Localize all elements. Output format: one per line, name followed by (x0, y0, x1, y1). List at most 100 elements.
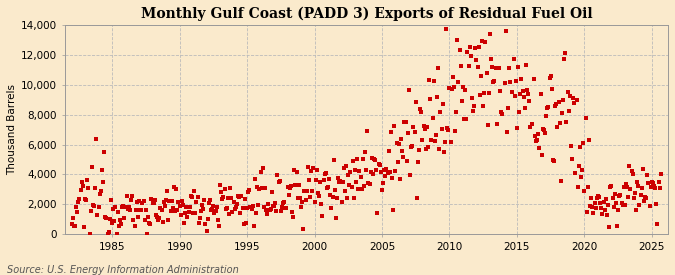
Point (272, 172, 283, 177)
Point (369, 156, 379, 161)
Point (137, 201, 148, 205)
Point (395, 177, 406, 182)
Point (649, 184, 659, 189)
Point (499, 81, 510, 85)
Point (279, 200, 290, 204)
Point (362, 129, 373, 133)
Point (578, 141, 589, 145)
Point (147, 200, 158, 205)
Point (475, 93, 485, 98)
Point (191, 200, 202, 205)
Point (495, 110, 506, 114)
Point (373, 162, 384, 166)
Point (171, 187, 182, 191)
Point (464, 45, 475, 50)
Point (149, 197, 160, 202)
Point (240, 197, 250, 201)
Point (368, 172, 379, 176)
Point (566, 144, 576, 148)
Point (233, 194, 244, 198)
Point (572, 184, 583, 189)
Point (178, 203, 188, 208)
Point (220, 207, 231, 211)
Point (556, 179, 566, 183)
Point (539, 131, 550, 135)
Point (593, 194, 604, 199)
Point (533, 132, 543, 136)
Point (90, 186, 101, 190)
Point (439, 150, 450, 154)
Point (282, 185, 293, 189)
Point (421, 147, 431, 151)
Point (519, 105, 530, 110)
Point (637, 167, 648, 171)
Point (78, 225, 89, 230)
Point (355, 175, 366, 180)
Point (184, 205, 195, 210)
Point (485, 57, 496, 62)
Point (68, 216, 78, 221)
Point (568, 96, 578, 101)
Text: Source: U.S. Energy Information Administration: Source: U.S. Energy Information Administ… (7, 265, 238, 275)
Point (262, 212, 273, 217)
Point (190, 210, 200, 215)
Point (422, 125, 433, 130)
Point (415, 107, 426, 111)
Point (392, 160, 403, 164)
Point (394, 142, 404, 146)
Point (145, 222, 156, 226)
Point (459, 117, 470, 121)
Point (473, 45, 484, 50)
Point (120, 204, 131, 209)
Point (433, 66, 443, 71)
Point (159, 203, 170, 208)
Point (399, 120, 410, 124)
Point (382, 171, 393, 175)
Point (219, 186, 230, 191)
Point (300, 198, 311, 203)
Point (346, 185, 357, 189)
Point (275, 209, 286, 213)
Point (444, 86, 455, 90)
Point (614, 193, 624, 198)
Point (181, 205, 192, 210)
Point (389, 124, 400, 129)
Point (653, 180, 664, 184)
Point (325, 193, 335, 197)
Point (641, 196, 651, 200)
Point (585, 204, 595, 209)
Point (326, 205, 337, 210)
Point (610, 201, 621, 205)
Point (130, 208, 141, 212)
Point (590, 206, 601, 211)
Point (579, 189, 590, 193)
Point (273, 180, 284, 184)
Point (387, 175, 398, 180)
Point (463, 64, 474, 68)
Point (128, 218, 139, 222)
Point (115, 221, 126, 226)
Point (405, 173, 416, 177)
Point (434, 147, 445, 152)
Point (348, 159, 358, 163)
Point (311, 168, 322, 173)
Point (558, 98, 568, 102)
Point (238, 222, 249, 226)
Point (383, 149, 394, 153)
Point (161, 197, 171, 202)
Point (200, 222, 211, 227)
Point (510, 79, 521, 83)
Point (223, 212, 234, 216)
Point (598, 199, 609, 204)
Point (625, 187, 636, 191)
Point (304, 194, 315, 199)
Point (522, 92, 533, 96)
Point (207, 206, 217, 211)
Point (188, 211, 198, 215)
Point (574, 145, 585, 149)
Point (176, 213, 186, 217)
Point (82, 178, 92, 182)
Point (441, 27, 452, 32)
Point (265, 207, 276, 211)
Point (371, 167, 382, 172)
